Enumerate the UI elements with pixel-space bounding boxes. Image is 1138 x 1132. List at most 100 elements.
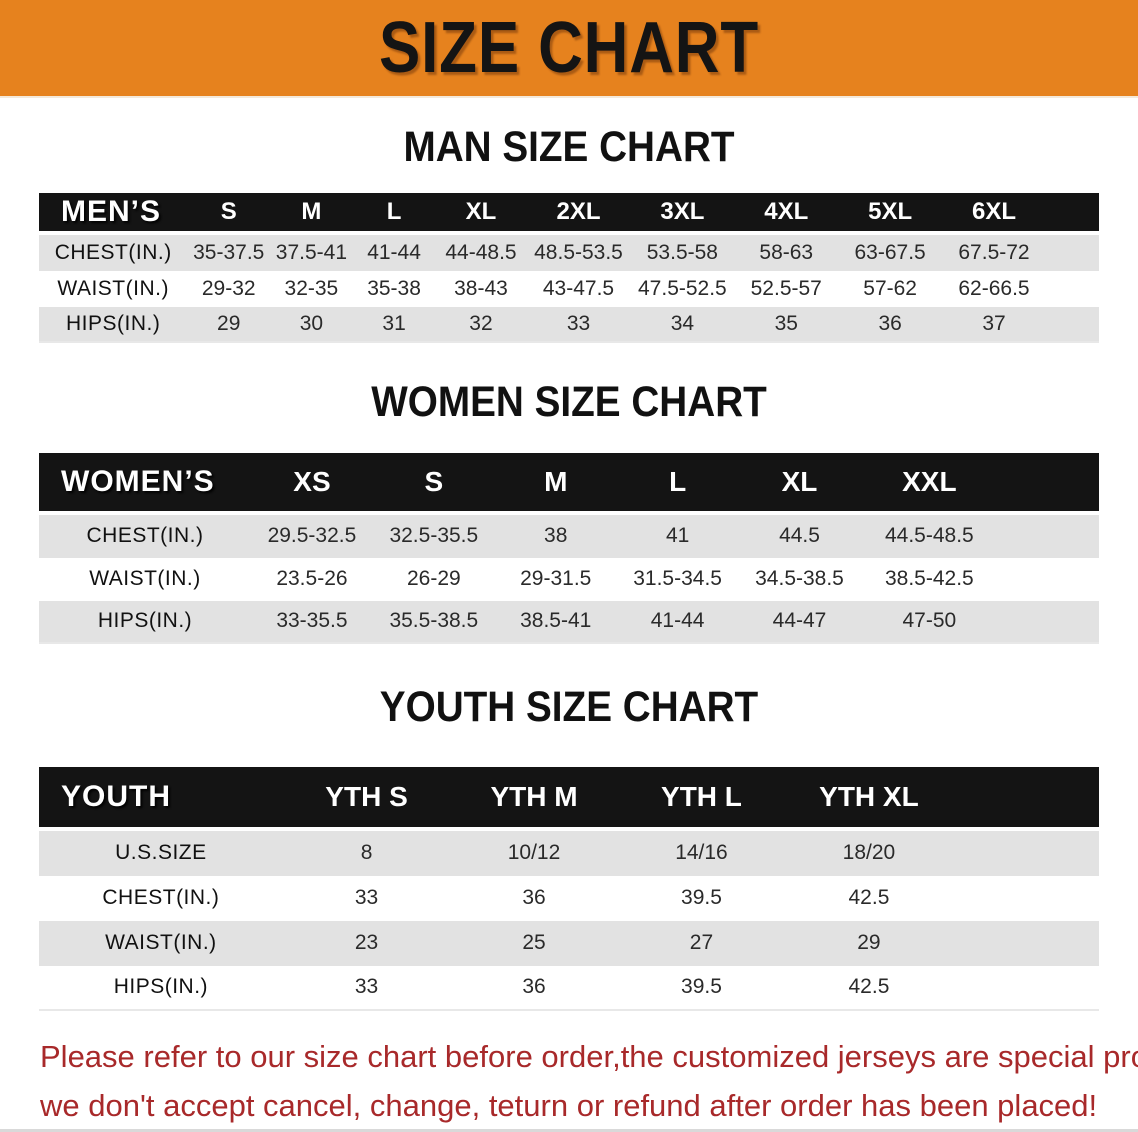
size-col-header: YTH S <box>282 766 451 831</box>
size-cell: 14/16 <box>617 830 786 876</box>
size-col-header: L <box>352 193 436 236</box>
size-cell: 42.5 <box>785 966 953 1011</box>
size-cell: 33 <box>282 966 451 1011</box>
row-label: WAIST(IN.) <box>39 920 283 966</box>
spacer-cell <box>952 830 1099 876</box>
table-row: HIPS(IN.) 33-35.5 35.5-38.5 38.5-41 41-4… <box>39 600 1099 644</box>
size-col-header: XXL <box>860 452 999 515</box>
size-cell: 29.5-32.5 <box>251 514 373 558</box>
row-label: HIPS(IN.) <box>39 600 251 644</box>
size-cell: 35-38 <box>367 277 421 301</box>
size-cell: 35-37.5 <box>187 235 271 272</box>
spacer-cell <box>952 920 1099 966</box>
size-cell: 44.5-48.5 <box>860 514 999 558</box>
table-row: HIPS(IN.) 33 36 39.5 42.5 <box>39 966 1099 1011</box>
table-row: WAIST(IN.) 23.5-26 26-29 29-31.5 31.5-34… <box>39 558 1099 601</box>
size-cell: 29-31.5 <box>520 567 592 591</box>
size-cell: 52.5-57 <box>750 277 822 301</box>
size-cell: 34 <box>630 307 735 344</box>
men-header-row: MEN’S S M L XL 2XL 3XL 4XL 5XL 6XL <box>39 193 1099 236</box>
youth-table-title: YOUTH <box>39 766 283 831</box>
size-cell: 29 <box>187 307 271 344</box>
table-row: CHEST(IN.) 35-37.5 37.5-41 41-44 44-48.5… <box>39 235 1099 272</box>
size-col-header: YTH L <box>617 766 786 831</box>
spacer-cell <box>1045 307 1099 344</box>
men-size-table: MEN’S S M L XL 2XL 3XL 4XL 5XL 6XL CHEST… <box>39 193 1099 344</box>
size-cell: 48.5-53.5 <box>526 235 631 272</box>
table-row: CHEST(IN.) 33 36 39.5 42.5 <box>39 876 1099 921</box>
women-header-row: WOMEN’S XS S M L XL XXL <box>39 452 1099 515</box>
size-col-header: M <box>494 452 617 515</box>
size-cell: 39.5 <box>617 966 786 1011</box>
spacer-cell <box>952 766 1099 831</box>
size-cell: 32 <box>435 307 527 344</box>
youth-section: YOUTH SIZE CHART YOUTH YTH S YTH M YTH L… <box>0 682 1138 1011</box>
size-col-header: YTH XL <box>785 766 953 831</box>
size-cell: 42.5 <box>848 886 890 910</box>
youth-size-table: YOUTH YTH S YTH M YTH L YTH XL U.S.SIZE … <box>39 766 1099 1011</box>
size-cell: 23.5-26 <box>276 567 348 591</box>
size-cell: 39.5 <box>681 886 722 910</box>
youth-heading: YOUTH SIZE CHART <box>379 682 759 731</box>
size-cell: 47-50 <box>860 600 999 644</box>
size-cell: 33-35.5 <box>251 600 373 644</box>
table-row: WAIST(IN.) 23 25 27 29 <box>39 920 1099 966</box>
women-size-table: WOMEN’S XS S M L XL XXL CHEST(IN.) 29.5-… <box>39 452 1099 644</box>
size-col-header: XL <box>435 193 527 236</box>
size-cell: 36 <box>450 966 618 1011</box>
spacer-cell <box>998 600 1099 644</box>
row-label: CHEST(IN.) <box>39 235 188 272</box>
spacer-cell <box>1045 235 1099 272</box>
size-cell: 26-29 <box>406 567 461 591</box>
size-cell: 37.5-41 <box>270 235 353 272</box>
youth-header-row: YOUTH YTH S YTH M YTH L YTH XL <box>39 766 1099 831</box>
banner-title: SIZE CHART <box>378 8 760 88</box>
table-row: CHEST(IN.) 29.5-32.5 32.5-35.5 38 41 44.… <box>39 514 1099 558</box>
size-col-header: XL <box>738 452 861 515</box>
size-cell: 36 <box>838 307 943 344</box>
row-label: WAIST(IN.) <box>57 277 169 301</box>
size-cell: 58-63 <box>734 235 839 272</box>
size-cell: 44-48.5 <box>435 235 527 272</box>
size-cell: 32.5-35.5 <box>372 514 495 558</box>
size-col-header: YTH M <box>450 766 618 831</box>
row-label: U.S.SIZE <box>39 830 283 876</box>
spacer-cell <box>1045 193 1099 236</box>
size-cell: 44.5 <box>738 514 861 558</box>
size-cell: 67.5-72 <box>942 235 1046 272</box>
disclaimer-line-2: we don't accept cancel, change, teturn o… <box>40 1088 1098 1124</box>
size-cell: 32-35 <box>284 277 339 301</box>
size-col-header: XS <box>251 452 373 515</box>
size-cell: 41 <box>616 514 739 558</box>
size-cell: 53.5-58 <box>630 235 735 272</box>
spacer-cell <box>952 966 1099 1011</box>
size-col-header: L <box>616 452 739 515</box>
row-label: CHEST(IN.) <box>102 886 220 910</box>
men-table-title: MEN’S <box>39 193 188 236</box>
size-col-header: M <box>270 193 353 236</box>
size-cell: 36 <box>522 886 546 910</box>
size-cell: 31 <box>352 307 436 344</box>
size-cell: 47.5-52.5 <box>638 277 727 301</box>
size-cell: 34.5-38.5 <box>755 567 844 591</box>
size-cell: 62-66.5 <box>958 277 1030 301</box>
size-cell: 35.5-38.5 <box>372 600 495 644</box>
size-cell: 8 <box>282 830 451 876</box>
table-row: U.S.SIZE 8 10/12 14/16 18/20 <box>39 830 1099 876</box>
spacer-cell <box>1046 271 1099 307</box>
size-cell: 38-43 <box>454 277 508 301</box>
size-col-header: 6XL <box>942 193 1046 236</box>
size-col-header: 3XL <box>630 193 735 236</box>
men-section: MAN SIZE CHART MEN’S S M L XL 2XL 3XL 4X… <box>0 123 1138 344</box>
size-cell: 35 <box>734 307 839 344</box>
size-col-header: 4XL <box>734 193 839 236</box>
size-col-header: 2XL <box>526 193 631 236</box>
size-cell: 63-67.5 <box>838 235 943 272</box>
row-label: WAIST(IN.) <box>89 567 201 591</box>
spacer-cell <box>998 452 1099 515</box>
size-col-header: S <box>187 193 271 236</box>
size-col-header: 5XL <box>838 193 943 236</box>
banner: SIZE CHART <box>0 0 1138 98</box>
size-cell: 29-32 <box>201 277 256 301</box>
